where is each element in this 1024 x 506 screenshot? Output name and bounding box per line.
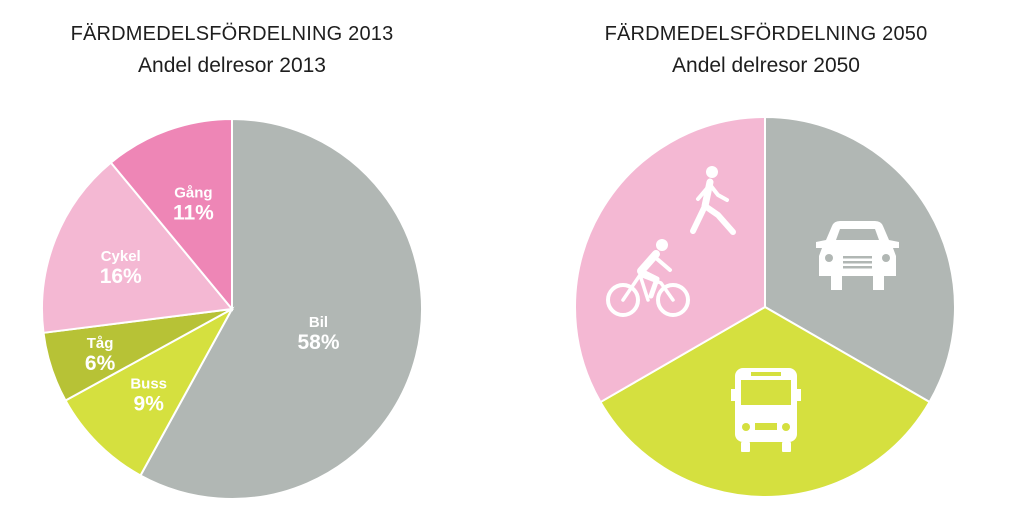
pedestrian-icon <box>690 166 736 235</box>
pie-2013-category-cykel: Cykel <box>101 248 141 265</box>
pie-2013-label-bil: Bil 58% <box>297 314 339 354</box>
pie-2013-category-gang: Gång <box>174 185 212 202</box>
chart-2013-title-block: FÄRDMEDELSFÖRDELNING 2013 Andel delresor… <box>22 18 442 82</box>
chart-2013-title: FÄRDMEDELSFÖRDELNING 2013 <box>70 23 394 45</box>
pie-2013: Bil 58% Buss 9% Tåg 6% Cykel 16% Gång 11% <box>41 117 423 500</box>
pie-2013-value-buss: 9% <box>134 392 165 415</box>
chart-2050-subtitle: Andel delresor 2050 <box>672 54 860 77</box>
pie-2013-category-buss: Buss <box>130 375 167 392</box>
pie-2013-label-cykel: Cykel 16% <box>100 248 142 288</box>
pie-2013-label-buss: Buss 9% <box>130 375 167 415</box>
car-icon <box>816 221 899 290</box>
pie-2013-value-bil: 58% <box>297 331 339 354</box>
chart-2050-title-block: FÄRDMEDELSFÖRDELNING 2050 Andel delresor… <box>556 18 976 82</box>
pie-2013-value-cykel: 16% <box>100 265 142 288</box>
pie-2013-slice-buss <box>64 306 235 477</box>
chart-2050-title: FÄRDMEDELSFÖRDELNING 2050 <box>604 23 928 45</box>
chart-2013-subtitle: Andel delresor 2013 <box>138 54 326 77</box>
icons-2050 <box>606 166 899 452</box>
pie-2013-slice-gang <box>109 117 233 312</box>
pie-2013-value-tag: 6% <box>85 352 116 375</box>
pie-2013-value-gang: 11% <box>173 202 214 225</box>
cyclist-icon <box>606 239 690 317</box>
pie-2013-slice-bil <box>139 117 423 500</box>
pie-2013-label-tag: Tåg 6% <box>85 335 116 375</box>
pie-2013-category-tag: Tåg <box>87 335 114 352</box>
pie-2013-slice-cykel <box>41 161 234 334</box>
pie-2013-category-bil: Bil <box>309 314 328 331</box>
bus-icon <box>731 368 801 452</box>
pie-2050-slice-walk-bike-icon <box>574 115 766 404</box>
pie-2013-label-gang: Gång 11% <box>173 185 214 225</box>
